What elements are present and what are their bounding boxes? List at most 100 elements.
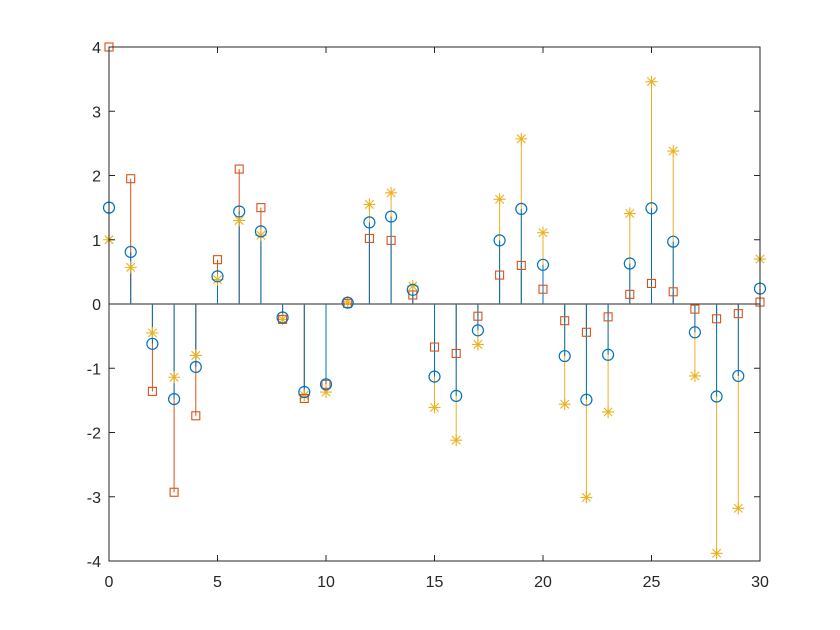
marker-circle-26	[667, 235, 680, 248]
axes-box	[108, 46, 761, 562]
marker-square-12	[364, 233, 374, 244]
marker-square-24	[625, 289, 635, 299]
marker-square-14	[408, 290, 418, 300]
marker-asterisk-22	[580, 491, 593, 504]
marker-asterisk-24	[623, 207, 636, 220]
marker-circle-27	[688, 326, 702, 339]
marker-square-28	[712, 314, 722, 324]
marker-square-13	[386, 235, 396, 245]
x-tick-label-25: 25	[643, 574, 661, 591]
marker-square-2	[147, 386, 157, 396]
x-tick-label-5: 5	[213, 574, 222, 591]
marker-square-25	[646, 278, 657, 288]
y-tick-label--2: -2	[87, 426, 101, 443]
y-tick-label-2: 2	[92, 169, 101, 186]
marker-circle-8	[276, 311, 289, 324]
marker-circle-19	[515, 202, 528, 216]
marker-circle-14	[406, 283, 419, 296]
y-tick-label-0: 0	[92, 297, 101, 314]
marker-circle-15	[428, 370, 441, 383]
marker-square-23	[603, 312, 613, 322]
marker-square-15	[429, 342, 440, 352]
marker-asterisk-16	[450, 434, 463, 447]
axis-tick-labels: 0 5 10 15 20 25 30 -4 -3 -2 -1 0 1 2 3 4	[87, 40, 769, 591]
marker-square-7	[256, 203, 266, 213]
x-tick-label-15: 15	[426, 574, 444, 591]
y-tick-label--3: -3	[87, 490, 101, 507]
marker-circle-25	[645, 202, 658, 215]
marker-circle-3	[168, 392, 181, 406]
marker-circle-24	[623, 257, 636, 270]
x-tick-label-30: 30	[751, 574, 769, 591]
marker-square-20	[538, 284, 548, 294]
marker-asterisk-14	[406, 280, 419, 293]
marker-square-17	[473, 311, 483, 321]
marker-circle-20	[536, 258, 550, 271]
y-tick-label-4: 4	[92, 40, 101, 57]
marker-circle-9	[298, 385, 311, 399]
marker-asterisk-26	[667, 145, 680, 158]
marker-circle-12	[363, 216, 376, 229]
marker-asterisk-23	[602, 405, 615, 418]
marker-asterisk-13	[385, 186, 398, 199]
marker-square-16	[451, 348, 461, 359]
marker-asterisk-25	[645, 75, 658, 88]
marker-asterisk-11	[341, 296, 354, 309]
marker-asterisk-6	[233, 214, 246, 227]
marker-square-26	[668, 287, 678, 297]
marker-square-4	[191, 411, 201, 421]
marker-circle-18	[493, 234, 506, 247]
x-tick-label-0: 0	[105, 574, 114, 591]
marker-circle-29	[732, 369, 745, 383]
marker-circle-1	[124, 245, 137, 259]
marker-asterisk-2	[146, 326, 159, 339]
x-tick-label-10: 10	[317, 574, 335, 591]
marker-square-5	[212, 255, 223, 265]
marker-asterisk-8	[276, 313, 289, 326]
marker-square-11	[343, 298, 353, 308]
marker-square-22	[581, 327, 591, 337]
marker-square-9	[299, 393, 309, 403]
marker-asterisk-19	[515, 132, 528, 145]
marker-asterisk-15	[428, 401, 441, 414]
marker-asterisk-5	[211, 273, 224, 286]
marker-circle-2	[146, 337, 159, 350]
x-tick-label-20: 20	[534, 574, 552, 591]
marker-circle-4	[189, 360, 202, 374]
marker-asterisk-27	[688, 369, 701, 382]
marker-circle-22	[580, 393, 593, 406]
marker-circle-13	[385, 210, 398, 223]
y-tick-label-1: 1	[92, 233, 101, 250]
marker-asterisk-20	[537, 226, 549, 239]
marker-square-1	[126, 174, 136, 184]
marker-circle-28	[710, 390, 723, 403]
marker-asterisk-12	[363, 198, 376, 211]
marker-circle-23	[601, 348, 615, 361]
y-tick-label--1: -1	[87, 361, 101, 378]
marker-circle-10	[319, 378, 333, 391]
marker-asterisk-10	[320, 386, 332, 399]
marker-square-29	[733, 309, 743, 319]
marker-square-21	[560, 316, 570, 326]
marker-asterisk-7	[254, 229, 267, 242]
marker-circle-16	[450, 389, 463, 402]
marker-square-3	[169, 487, 179, 497]
y-tick-label--4: -4	[87, 554, 101, 571]
marker-circle-17	[471, 324, 484, 337]
marker-square-18	[495, 270, 505, 280]
marker-asterisk-3	[168, 371, 181, 384]
y-tick-label-3: 3	[92, 104, 101, 121]
marker-asterisk-4	[189, 349, 202, 362]
marker-square-10	[321, 379, 331, 389]
marker-asterisk-9	[298, 389, 311, 402]
marker-asterisk-18	[493, 193, 506, 206]
marker-circle-5	[211, 270, 224, 283]
marker-circle-21	[558, 349, 571, 363]
marker-circle-7	[254, 225, 267, 238]
marker-circle-11	[341, 296, 354, 309]
marker-circle-6	[233, 205, 246, 218]
marker-asterisk-21	[558, 398, 571, 411]
marker-asterisk-1	[124, 261, 137, 274]
marker-square-19	[516, 260, 526, 271]
